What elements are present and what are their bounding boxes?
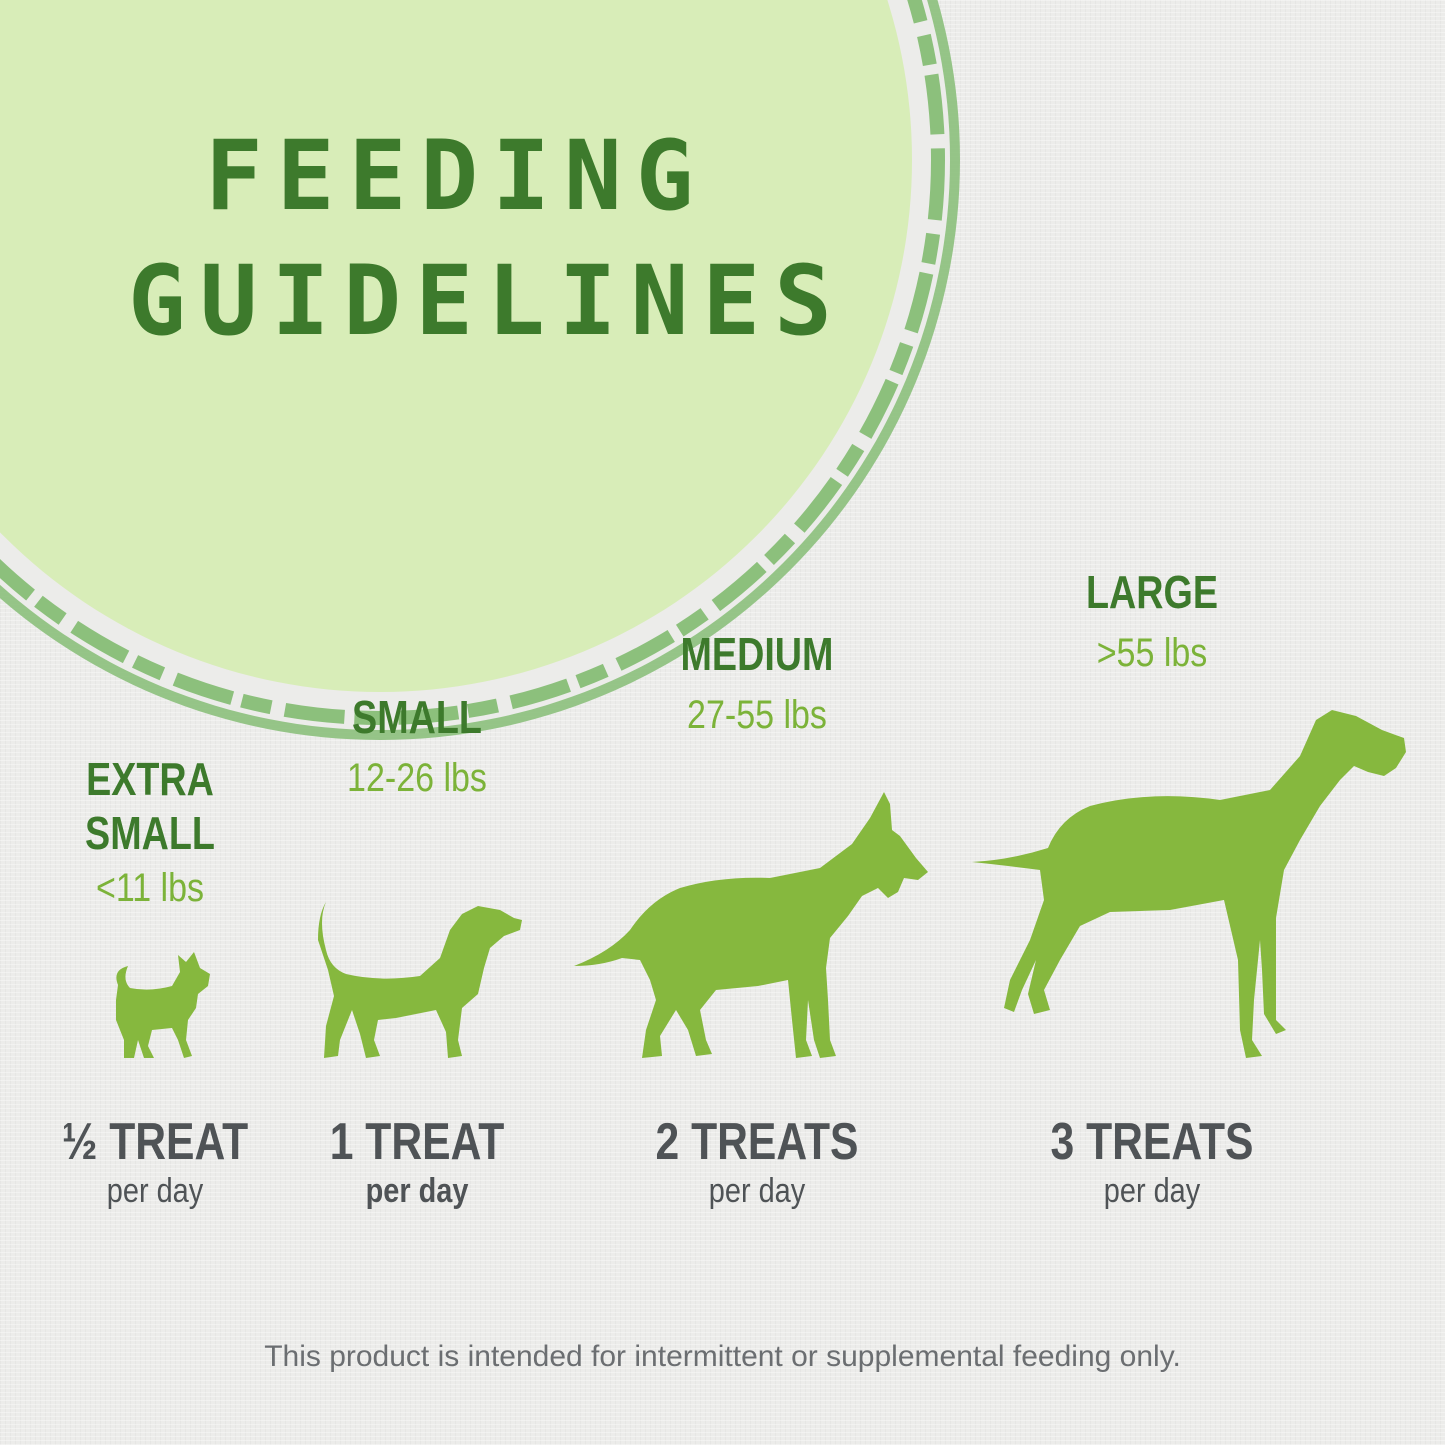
weight-range-small: 12-26 lbs (347, 756, 487, 800)
pointer-icon (972, 710, 1406, 1058)
treat-amount-small: 1 TREAT (329, 1113, 505, 1171)
size-label-large: LARGE (1085, 566, 1219, 618)
treat-amount-medium: 2 TREATS (655, 1113, 859, 1171)
page-title-line-2: GUIDELINES (128, 245, 846, 357)
chihuahua-icon (116, 952, 210, 1058)
per-day-medium: per day (708, 1172, 806, 1210)
per-day-small: per day (365, 1172, 469, 1210)
page-title-line-1: FEEDING (205, 120, 708, 232)
weight-range-medium: 27-55 lbs (687, 693, 827, 737)
treat-amount-extra-small: ½ TREAT (61, 1113, 249, 1171)
weight-range-large: >55 lbs (1096, 631, 1208, 675)
size-label-extra-small-line-2: SMALL (85, 807, 215, 860)
size-label-extra-small: EXTRA SMALL (76, 752, 224, 861)
treat-amount-large: 3 TREATS (1050, 1113, 1254, 1171)
size-label-medium: MEDIUM (680, 628, 834, 680)
beagle-icon (318, 902, 522, 1058)
size-label-extra-small-line-1: EXTRA (86, 753, 214, 805)
per-day-extra-small: per day (106, 1172, 204, 1210)
shepherd-icon (574, 792, 928, 1058)
per-day-large: per day (1103, 1172, 1201, 1210)
feeding-disclaimer: This product is intended for intermitten… (264, 1340, 1181, 1373)
weight-range-extra-small: <11 lbs (95, 866, 205, 910)
size-label-small: SMALL (352, 691, 482, 743)
